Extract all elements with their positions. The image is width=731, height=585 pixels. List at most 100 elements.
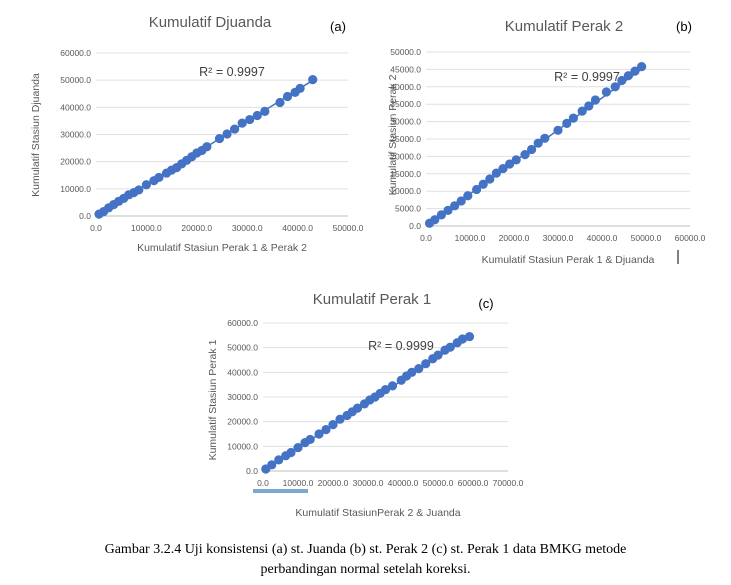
x-tick-label: 10000.0 bbox=[283, 478, 314, 488]
y-tick-label: 10000.0 bbox=[227, 441, 258, 451]
x-tick-label: 40000.0 bbox=[587, 233, 618, 243]
data-point bbox=[533, 138, 543, 148]
r-squared-label: R² = 0.9997 bbox=[554, 70, 620, 84]
chart-b: Kumulatif Perak 2 (b) 0.0 5000.0 10000.0 1500… bbox=[387, 18, 706, 266]
caption-line-2: perbandingan normal setelah koreksi. bbox=[260, 562, 471, 577]
data-point bbox=[222, 129, 232, 139]
data-point bbox=[553, 125, 563, 135]
y-tick-label: 50000.0 bbox=[390, 47, 421, 57]
x-tick-label: 30000.0 bbox=[232, 223, 263, 233]
data-point bbox=[214, 133, 225, 144]
x-axis-label: Kumulatif StasiunPerak 2 & Juanda bbox=[295, 507, 460, 519]
x-tick-label: 20000.0 bbox=[181, 223, 212, 233]
figure-caption: Gambar 3.2.4 Uji konsistensi (a) st. Jua… bbox=[0, 540, 731, 580]
data-point bbox=[282, 91, 293, 102]
data-point bbox=[505, 159, 515, 169]
y-tick-label: 60000.0 bbox=[227, 318, 258, 328]
x-tick-label: 10000.0 bbox=[131, 223, 162, 233]
data-point bbox=[478, 179, 488, 189]
x-tick-label: 50000.0 bbox=[333, 223, 364, 233]
x-tick-label: 20000.0 bbox=[499, 233, 530, 243]
y-tick-label: 30000.0 bbox=[390, 117, 421, 127]
y-tick-label: 0.0 bbox=[79, 211, 91, 221]
y-tick-label: 30000.0 bbox=[60, 130, 91, 140]
data-point bbox=[387, 381, 398, 391]
data-point bbox=[430, 215, 440, 225]
r-squared-label: R² = 0.9997 bbox=[199, 65, 265, 79]
data-point bbox=[433, 350, 443, 360]
data-point bbox=[260, 106, 270, 117]
data-point bbox=[511, 155, 521, 165]
data-point bbox=[520, 150, 530, 160]
data-point bbox=[464, 331, 475, 342]
data-point bbox=[308, 75, 318, 85]
x-tick-label: 20000.0 bbox=[318, 478, 349, 488]
chart-title: Kumulatif Djuanda bbox=[149, 14, 272, 31]
y-axis-label: Kumulatif Stasiun Perak 2 bbox=[387, 74, 399, 195]
data-point bbox=[457, 334, 468, 344]
data-point bbox=[275, 97, 285, 108]
y-tick-label: 40000.0 bbox=[227, 367, 258, 377]
data-point bbox=[314, 429, 324, 439]
data-point bbox=[601, 87, 611, 97]
data-point bbox=[584, 101, 594, 111]
data-point bbox=[485, 174, 495, 184]
data-point bbox=[450, 201, 460, 211]
panel-label: (c) bbox=[478, 296, 493, 311]
x-axis-label: Kumulatif Stasiun Perak 1 & Perak 2 bbox=[137, 242, 307, 254]
data-point bbox=[463, 191, 473, 201]
data-point bbox=[590, 95, 600, 105]
y-tick-label: 20000.0 bbox=[60, 157, 91, 167]
y-tick-label: 40000.0 bbox=[60, 102, 91, 112]
x-tick-label: 30000.0 bbox=[353, 478, 384, 488]
y-tick-label: 15000.0 bbox=[390, 169, 421, 179]
data-point bbox=[321, 424, 331, 435]
data-point bbox=[274, 455, 284, 465]
chart-c: Kumulatif Perak 1 (c) 0.0 10000.0 20000.0 300… bbox=[207, 291, 524, 519]
data-point bbox=[456, 196, 466, 206]
x-tick-label: 40000.0 bbox=[388, 478, 419, 488]
data-point bbox=[154, 172, 164, 183]
y-axis-label: Kumulatif Stasiun Perak 1 bbox=[207, 339, 219, 460]
chart-panel-b: Kumulatif Perak 2 (b) 0.0 5000.0 10000.0 1500… bbox=[370, 0, 731, 275]
data-point bbox=[245, 114, 255, 125]
y-tick-label: 50000.0 bbox=[60, 75, 91, 85]
data-point bbox=[498, 163, 508, 174]
data-point bbox=[617, 75, 627, 86]
data-point bbox=[134, 185, 144, 195]
data-point bbox=[286, 447, 296, 458]
y-tick-label: 25000.0 bbox=[390, 134, 421, 144]
chart-title: Kumulatif Perak 2 bbox=[505, 18, 623, 35]
data-point bbox=[562, 118, 572, 128]
panel-label: (b) bbox=[676, 19, 692, 34]
y-tick-label: 40000.0 bbox=[390, 82, 421, 92]
data-point bbox=[352, 403, 363, 413]
x-tick-label: 40000.0 bbox=[282, 223, 313, 233]
data-point bbox=[380, 385, 391, 395]
data-point bbox=[637, 62, 647, 72]
y-axis-label: Kumulatif Stasiun Djuanda bbox=[30, 73, 42, 197]
data-point bbox=[472, 184, 482, 195]
data-point bbox=[577, 106, 587, 116]
data-point bbox=[540, 133, 550, 143]
chart-title: Kumulatif Perak 1 bbox=[313, 291, 431, 308]
data-point bbox=[630, 66, 640, 76]
data-point bbox=[623, 71, 633, 81]
data-point bbox=[610, 82, 620, 92]
data-point bbox=[445, 342, 455, 352]
data-point bbox=[335, 414, 345, 424]
x-axis-label: Kumulatif Stasiun Perak 1 & Djuanda bbox=[482, 254, 655, 266]
y-tick-label: 20000.0 bbox=[390, 151, 421, 161]
y-tick-label: 45000.0 bbox=[390, 64, 421, 74]
y-tick-label: 35000.0 bbox=[390, 99, 421, 109]
data-point bbox=[252, 110, 262, 121]
x-tick-label: 50000.0 bbox=[631, 233, 662, 243]
data-point bbox=[202, 142, 212, 152]
data-point bbox=[230, 124, 240, 134]
data-point bbox=[491, 168, 501, 178]
chart-panel-c: Kumulatif Perak 1 (c) 0.0 10000.0 20000.0 300… bbox=[190, 285, 540, 525]
panel-label: (a) bbox=[330, 19, 346, 34]
y-tick-label: 50000.0 bbox=[227, 343, 258, 353]
x-tick-label: 0.0 bbox=[257, 478, 269, 488]
r-squared-label: R² = 0.9999 bbox=[368, 339, 434, 353]
